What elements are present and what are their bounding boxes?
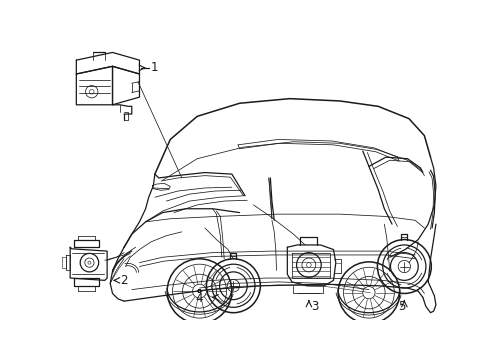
Text: 5: 5	[398, 300, 406, 313]
Text: 2: 2	[120, 274, 128, 287]
Text: 3: 3	[311, 300, 318, 313]
Text: 4: 4	[195, 292, 202, 305]
Text: 1: 1	[151, 61, 159, 74]
